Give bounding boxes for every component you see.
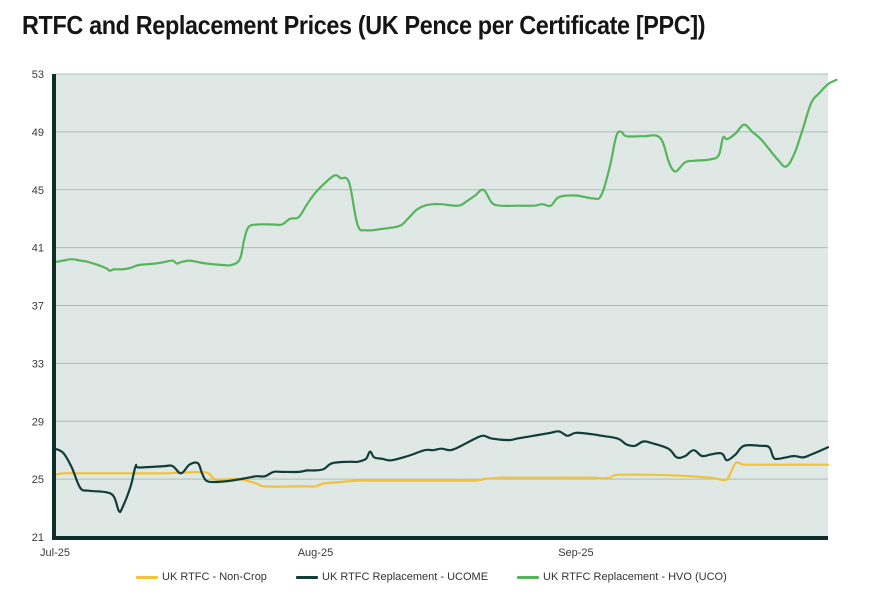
y-tick-label: 37 xyxy=(32,301,44,313)
y-tick-label: 29 xyxy=(32,416,44,428)
y-tick-label: 41 xyxy=(32,243,44,255)
legend-label-hvo: UK RTFC Replacement - HVO (UCO) xyxy=(543,571,727,583)
y-axis-bar xyxy=(52,74,56,537)
legend-item-hvo[interactable]: UK RTFC Replacement - HVO (UCO) xyxy=(517,571,727,583)
x-axis-bar xyxy=(52,536,828,540)
x-tick-label: Aug-25 xyxy=(298,547,333,559)
series-line-non-crop xyxy=(53,461,830,488)
legend-label-ucome: UK RTFC Replacement - UCOME xyxy=(322,571,489,583)
legend-label-non-crop: UK RTFC - Non-Crop xyxy=(162,571,267,583)
y-tick-label: 53 xyxy=(32,69,44,81)
y-tick-label: 33 xyxy=(32,358,44,370)
chart-title: RTFC and Replacement Prices (UK Pence pe… xyxy=(22,10,706,40)
x-tick-label: Jul-25 xyxy=(40,547,70,559)
series-line-ucome xyxy=(53,430,830,514)
legend-swatch-non-crop xyxy=(136,575,158,579)
x-tick-label: Sep-25 xyxy=(558,547,593,559)
legend-item-non-crop[interactable]: UK RTFC - Non-Crop xyxy=(136,571,267,583)
y-tick-label: 49 xyxy=(32,127,44,139)
legend-swatch-ucome xyxy=(296,575,318,579)
y-tick-label: 45 xyxy=(32,185,44,197)
series-line-hvo xyxy=(53,78,838,272)
y-tick-label: 21 xyxy=(32,532,44,544)
legend-swatch-hvo xyxy=(517,575,539,579)
y-tick-label: 25 xyxy=(32,474,44,486)
chart-legend: UK RTFC - Non-Crop UK RTFC Replacement -… xyxy=(0,571,873,589)
legend-item-ucome[interactable]: UK RTFC Replacement - UCOME xyxy=(296,571,488,583)
